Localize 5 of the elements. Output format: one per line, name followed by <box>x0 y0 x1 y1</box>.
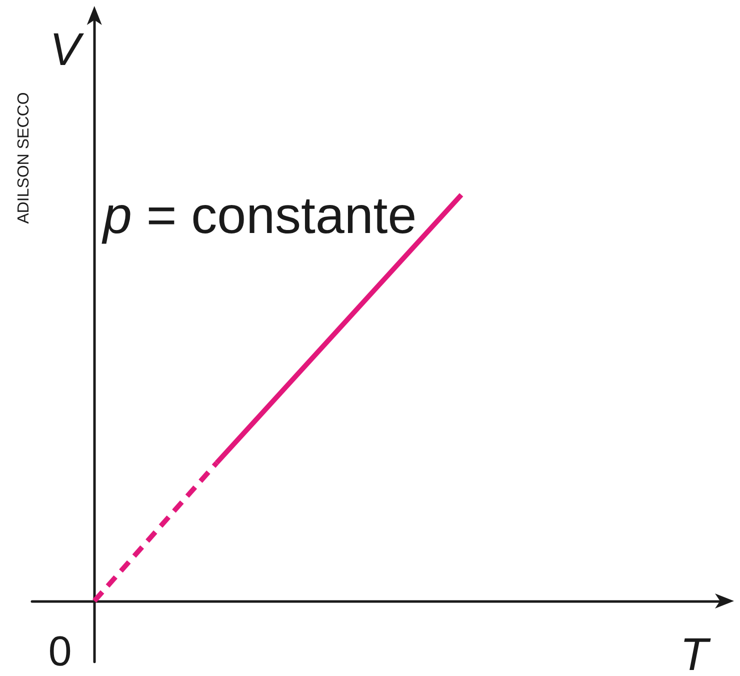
text: 0 <box>48 628 72 674</box>
x-axis-title: T <box>680 628 711 676</box>
y-axis-title: V <box>50 23 85 75</box>
annotation: p = constante <box>101 187 417 245</box>
annotation: ADILSON SECCO <box>16 92 32 224</box>
